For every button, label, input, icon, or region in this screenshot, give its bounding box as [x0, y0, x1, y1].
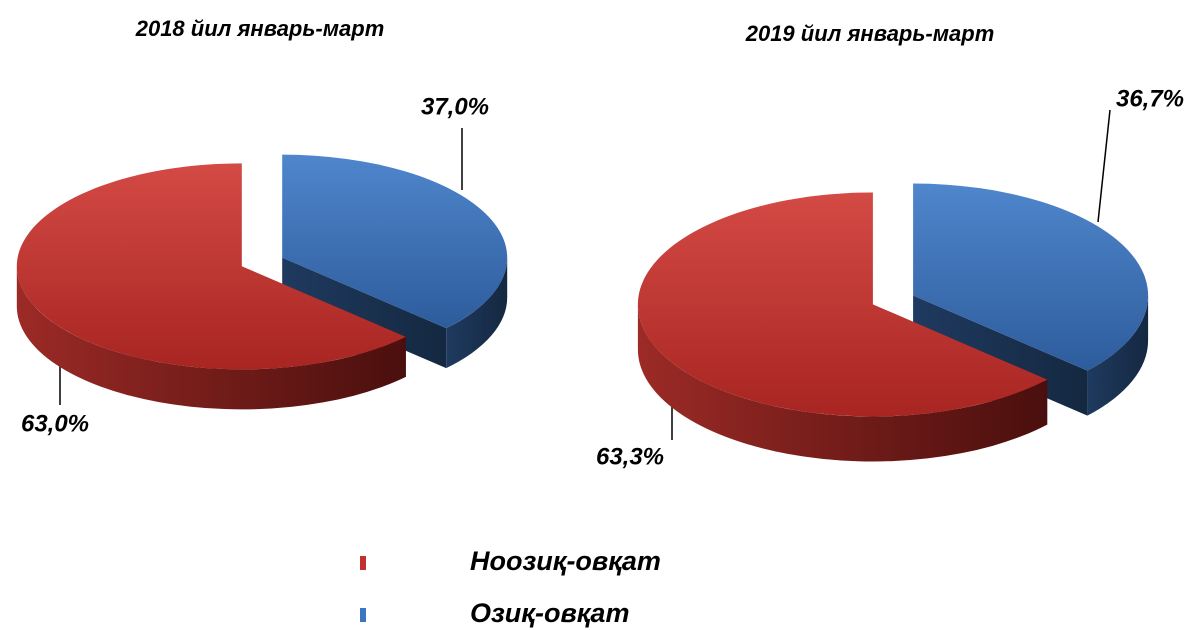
pie-side [1087, 295, 1149, 416]
value-label: 37,0% [421, 93, 489, 120]
chart-title: 2019 йил январь-март [745, 21, 995, 46]
pie-slice [16, 163, 406, 370]
pie-slice [637, 192, 1048, 417]
pie-side [446, 257, 508, 369]
legend-swatch [360, 556, 366, 570]
value-label: 36,7% [1116, 85, 1184, 112]
value-label: 63,3% [596, 443, 664, 470]
chart-title: 2018 йил январь-март [135, 16, 385, 41]
pie-slice [282, 154, 508, 329]
legend-swatch [360, 608, 366, 622]
value-label: 63,0% [21, 410, 89, 437]
legend-label: Озиқ-овқат [470, 598, 629, 628]
leader-line [1097, 109, 1111, 223]
legend-label: Ноозиқ-овқат [470, 546, 661, 576]
pie-side [16, 266, 406, 410]
pie-side [637, 304, 1048, 462]
pie-slice [913, 183, 1149, 371]
